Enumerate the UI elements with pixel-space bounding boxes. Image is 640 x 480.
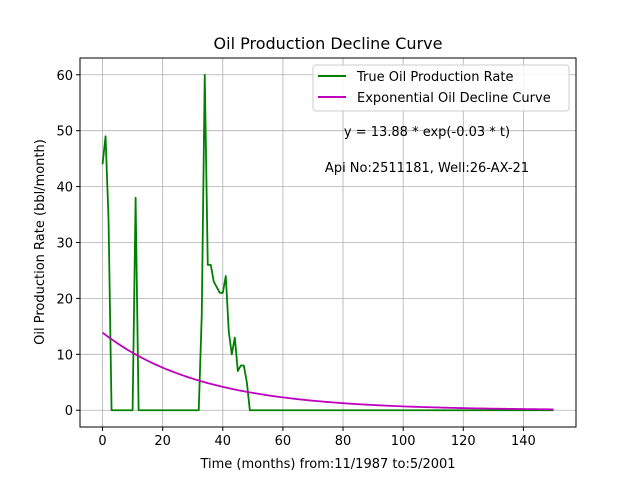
x-tick-label: 60 xyxy=(275,434,292,449)
equation-annotation: y = 13.88 * exp(-0.03 * t) xyxy=(344,125,510,140)
series-line-decline-curve xyxy=(102,331,554,411)
y-axis-label: Oil Production Rate (bbl/month) xyxy=(33,139,48,345)
y-tick-label: 0 xyxy=(65,404,73,419)
y-tick-label: 40 xyxy=(56,181,73,196)
x-tick-label: 40 xyxy=(215,434,232,449)
legend: True Oil Production Rate Exponential Oil… xyxy=(312,64,570,112)
x-tick-label: 100 xyxy=(391,434,416,449)
x-tick-label: 140 xyxy=(511,434,536,449)
legend-label-decline-curve: Exponential Oil Decline Curve xyxy=(357,91,551,106)
x-tick-label: 120 xyxy=(451,434,476,449)
x-axis-label: Time (months) from:11/1987 to:5/2001 xyxy=(199,457,455,472)
x-tick-label: 80 xyxy=(335,434,352,449)
series-layer xyxy=(101,73,554,412)
chart-title: Oil Production Decline Curve xyxy=(214,34,443,53)
ticks: 0 20 40 60 80 100 120 140 0 10 20 30 40 50 60 xyxy=(56,69,535,449)
x-tick-label: 20 xyxy=(154,434,171,449)
y-tick-label: 60 xyxy=(56,69,73,84)
series-line-true-rate xyxy=(101,73,554,412)
x-tick-label: 0 xyxy=(98,434,106,449)
legend-label-true-rate: True Oil Production Rate xyxy=(356,70,513,85)
y-tick-label: 10 xyxy=(56,348,73,363)
grid xyxy=(80,58,576,427)
well-annotation: Api No:2511181, Well:26-AX-21 xyxy=(325,161,529,176)
legend-box xyxy=(312,64,570,112)
y-tick-label: 30 xyxy=(56,237,73,252)
y-tick-label: 50 xyxy=(56,125,73,140)
y-tick-label: 20 xyxy=(56,292,73,307)
